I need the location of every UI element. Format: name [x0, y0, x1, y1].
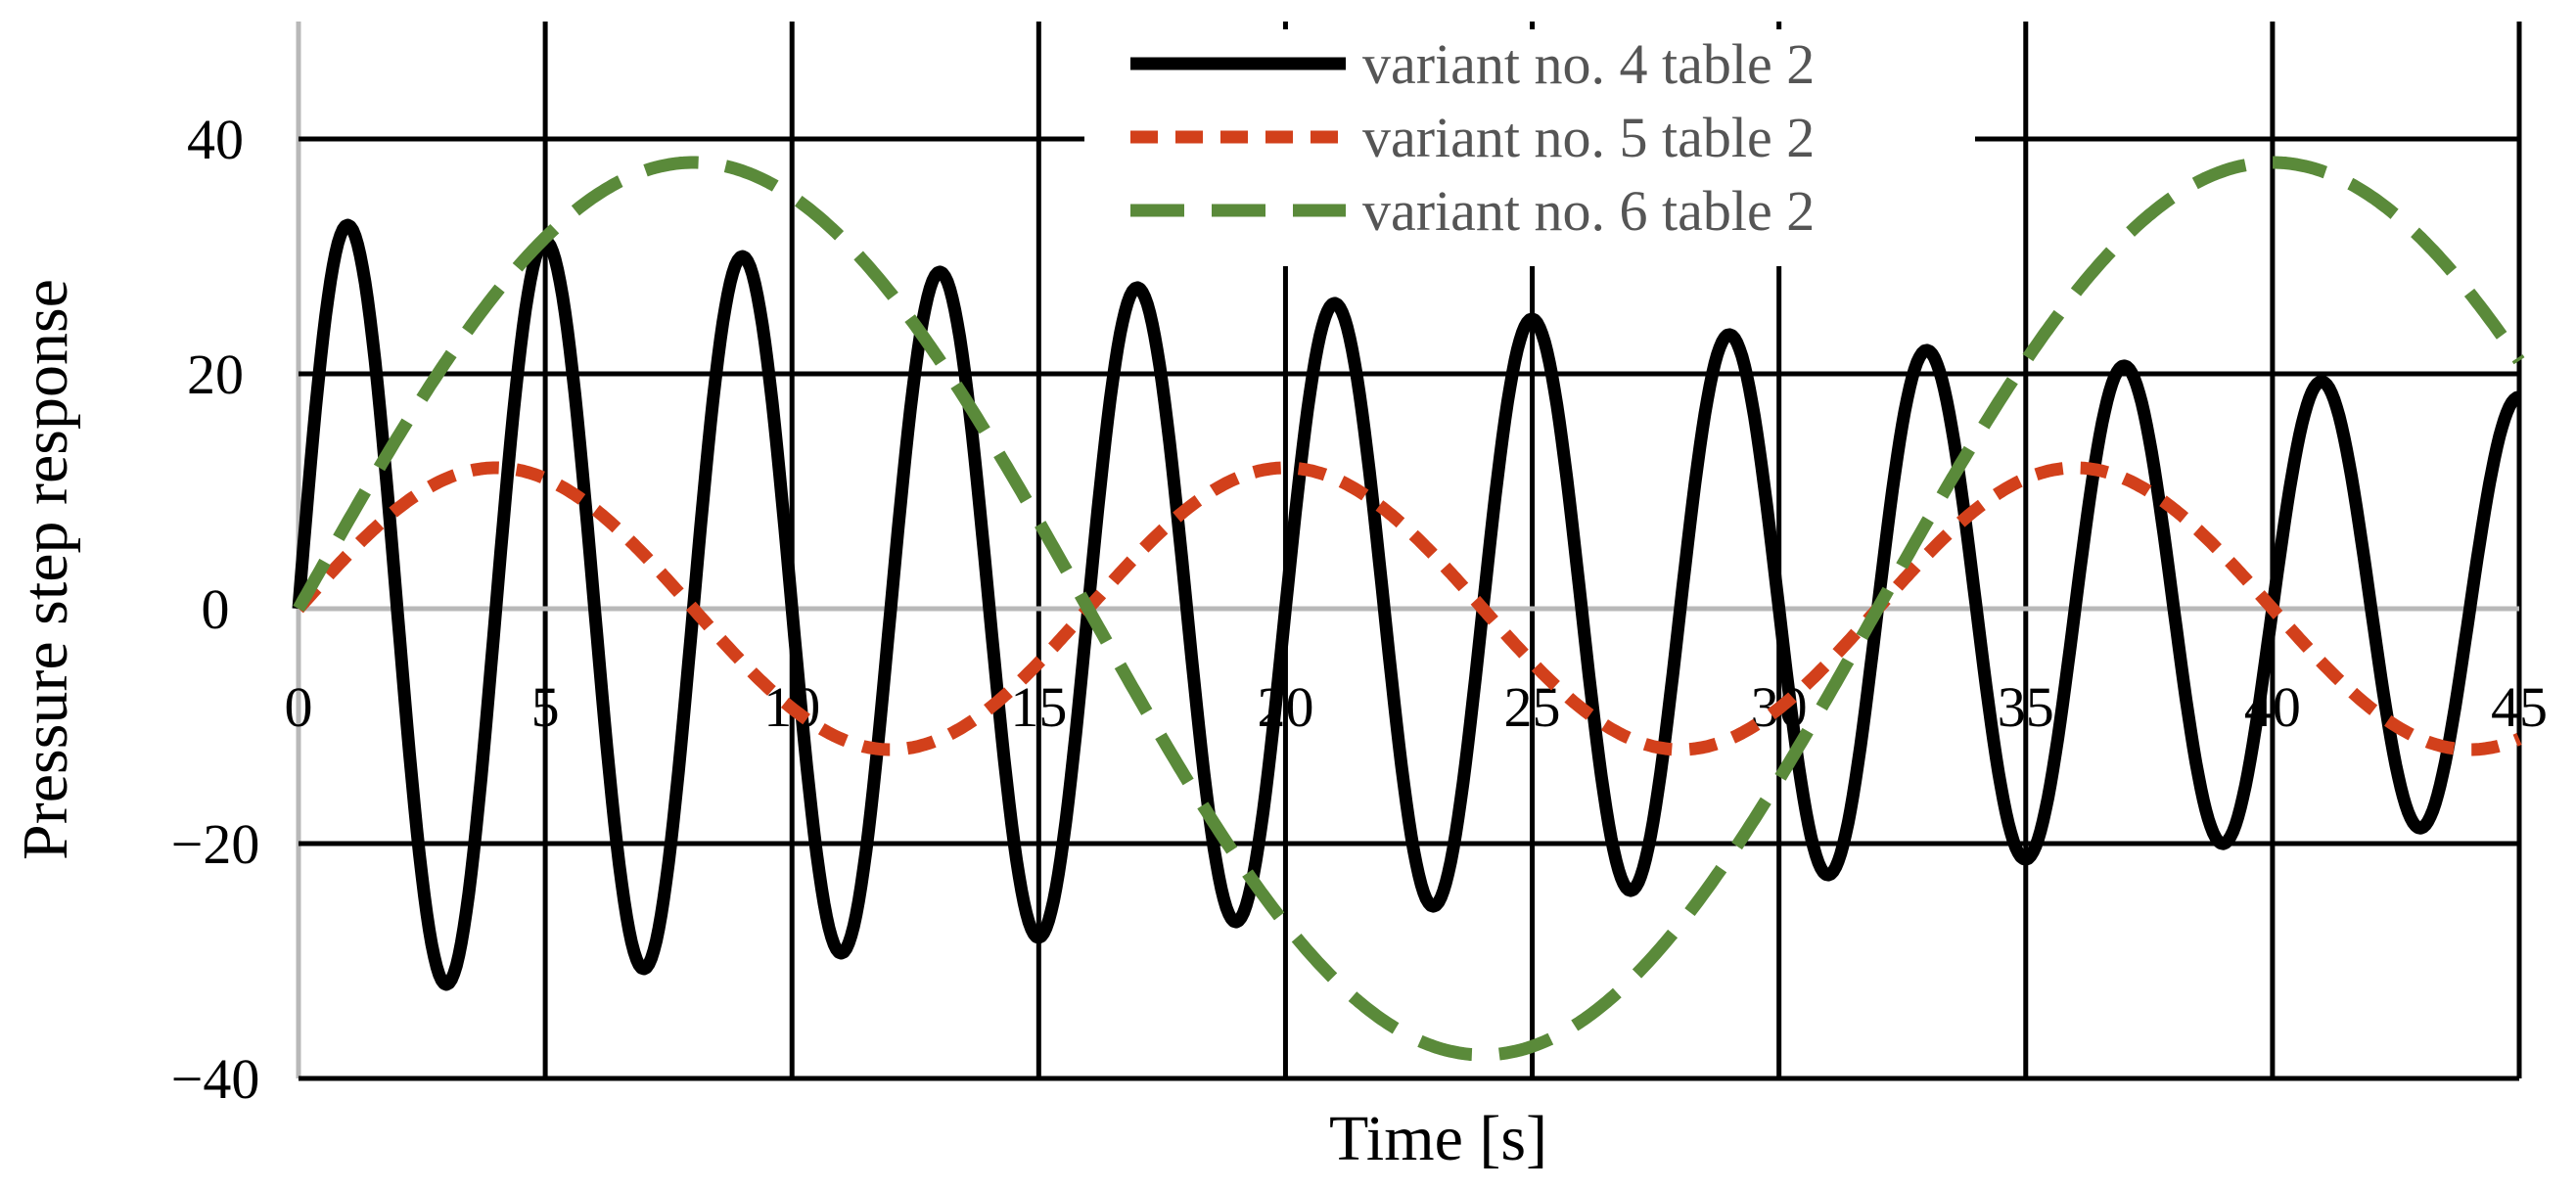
y-tick-label-0: 0 [202, 577, 230, 641]
x-tick-label-35: 35 [1998, 675, 2054, 739]
legend-label-2: variant no. 5 table 2 [1362, 106, 1815, 169]
series-lines [292, 156, 2525, 1062]
legend-label-3: variant no. 6 table 2 [1362, 179, 1815, 243]
x-axis-title: Time [s] [1329, 1103, 1547, 1174]
y-tick-label-20: 20 [187, 343, 244, 406]
x-tick-label-45: 45 [2491, 675, 2548, 739]
series-line-1 [292, 218, 2523, 991]
legend-label-1: variant no. 4 table 2 [1362, 32, 1815, 96]
series-line-2 [294, 461, 2523, 756]
series-line-3 [293, 156, 2525, 1062]
legend: variant no. 4 table 2 variant no. 5 table… [1084, 29, 1975, 266]
x-tick-label-0: 0 [285, 675, 313, 739]
x-tick-label-20: 20 [1257, 675, 1313, 739]
y-tick-label--40: −40 [171, 1047, 260, 1111]
y-tick-label-40: 40 [187, 108, 244, 171]
y-tick-label--20: −20 [171, 812, 260, 876]
x-tick-label-5: 5 [531, 675, 560, 739]
x-tick-label-15: 15 [1010, 675, 1067, 739]
y-axis-title: Pressure step response [10, 279, 81, 860]
